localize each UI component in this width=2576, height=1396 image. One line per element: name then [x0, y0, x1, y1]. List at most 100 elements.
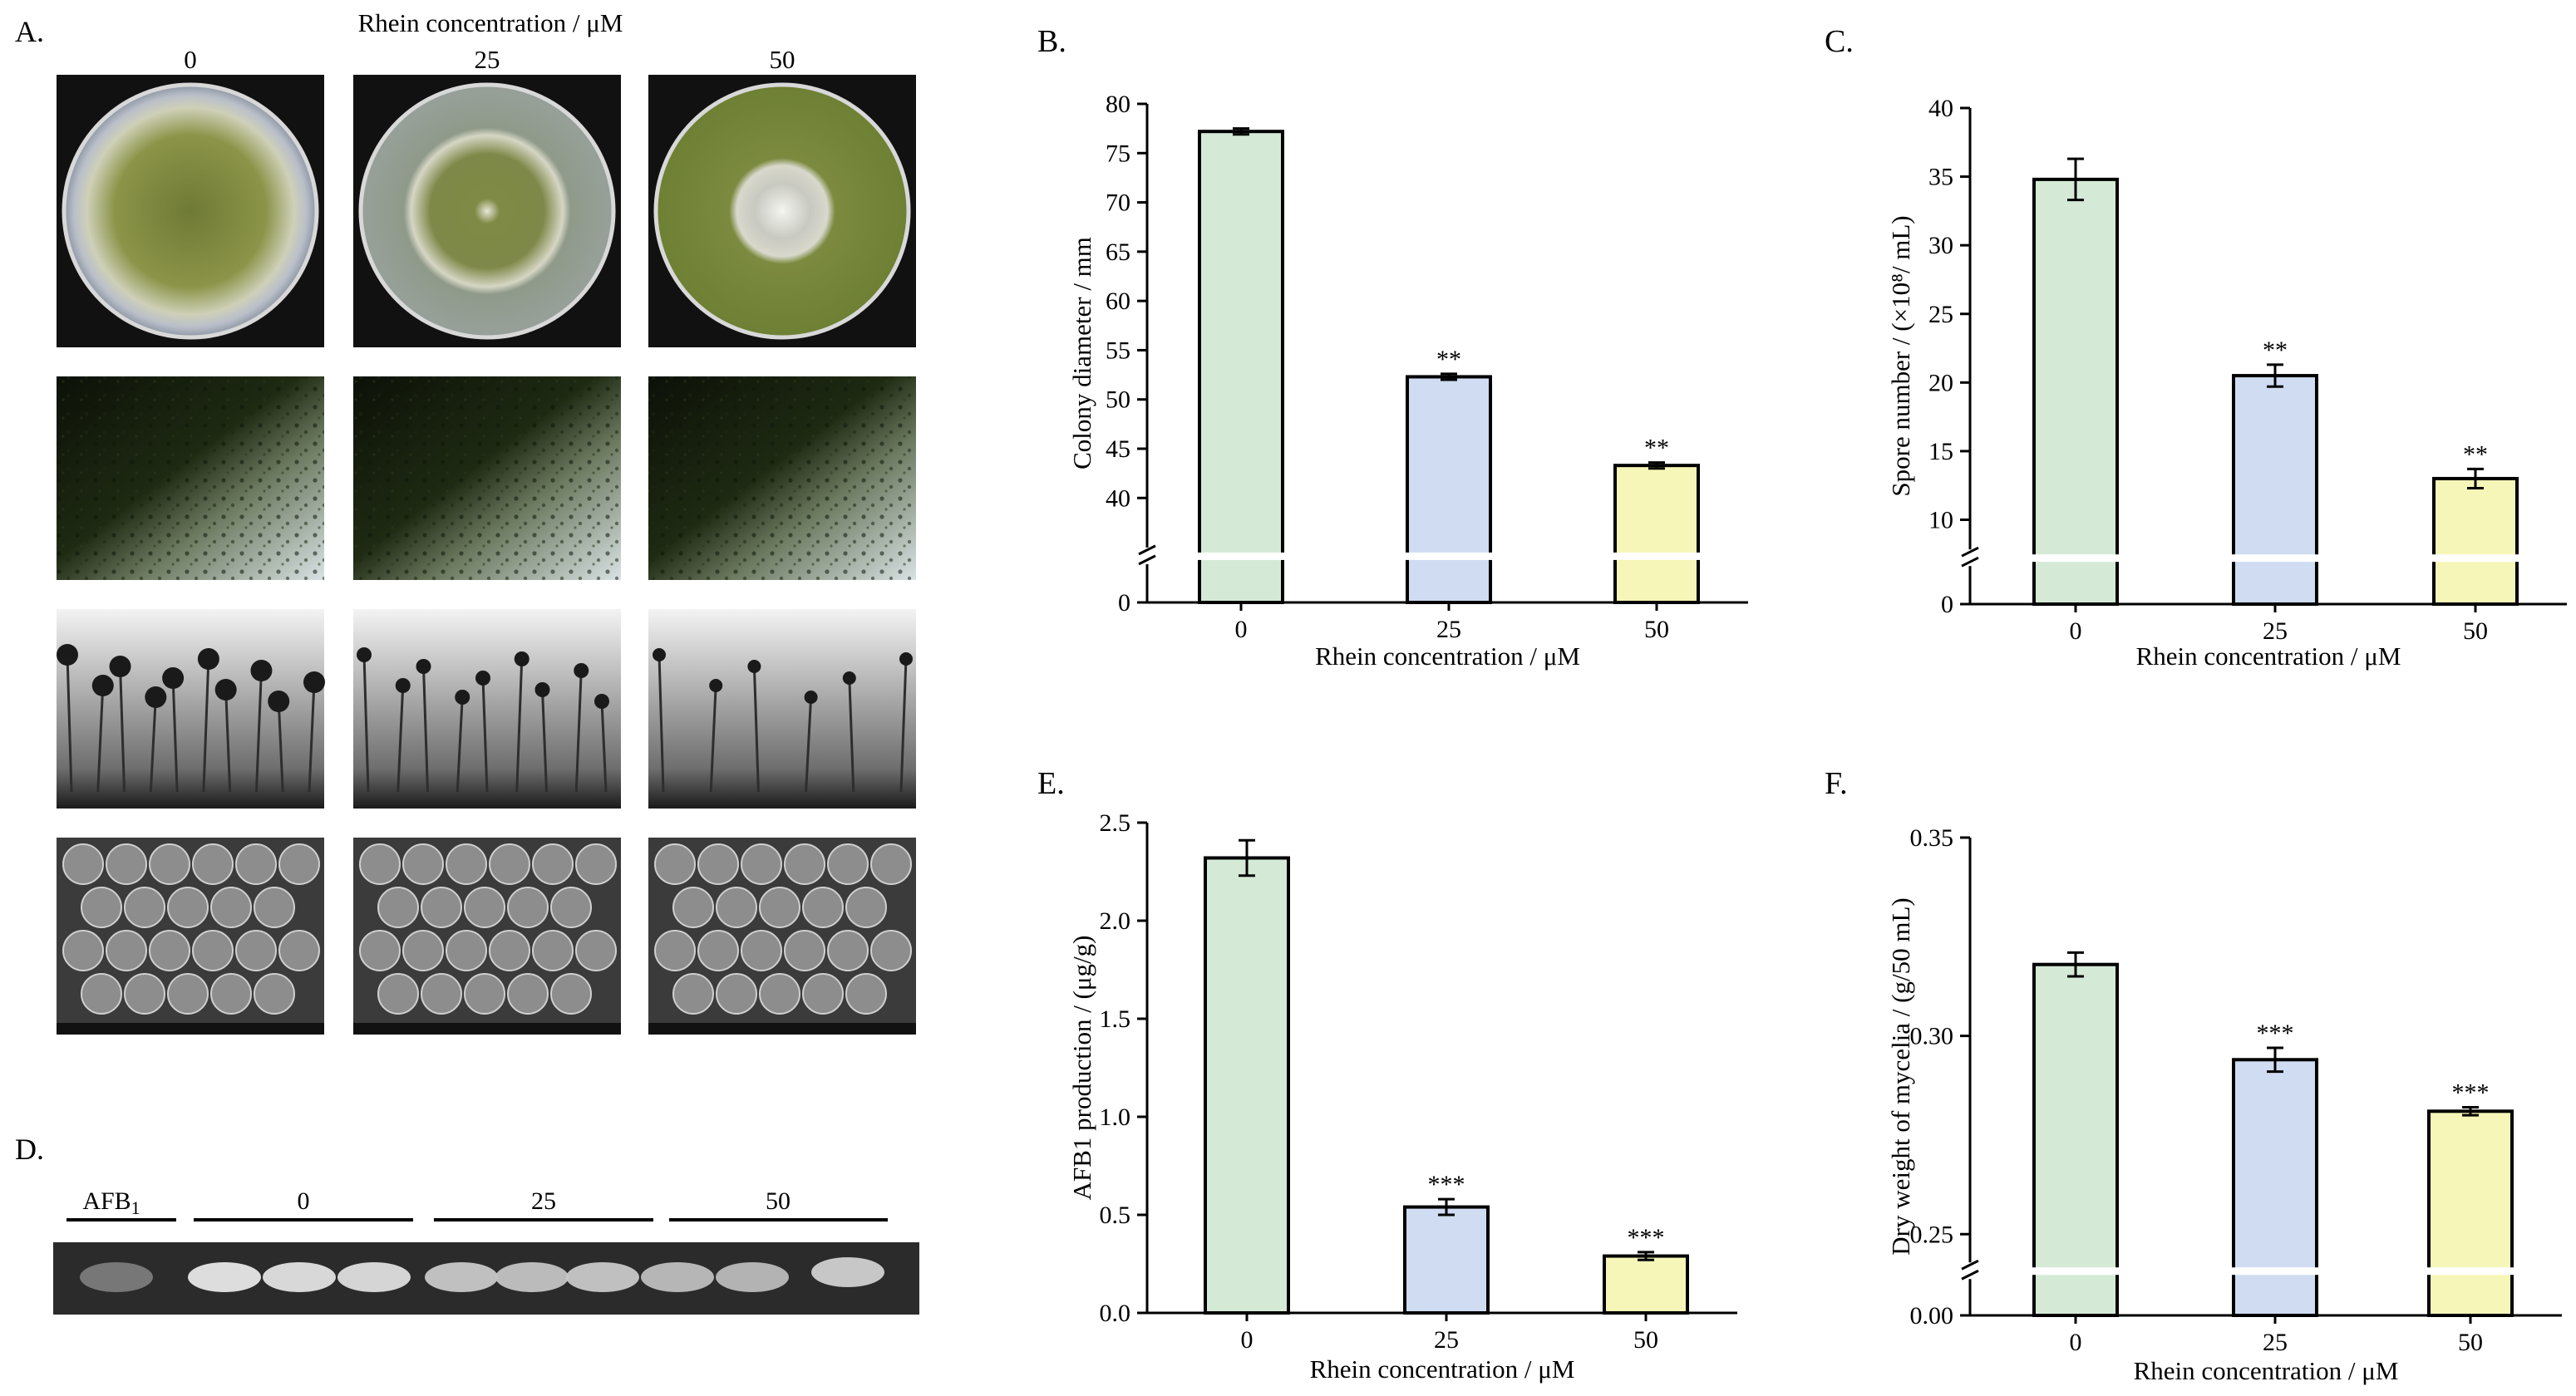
y-tick-label: 0.30	[1910, 1023, 1954, 1050]
conidiophore-head	[91, 675, 114, 696]
significance-label: ***	[2257, 1020, 2294, 1047]
conidiophore-stalk	[456, 696, 464, 793]
conidiophore-stalk	[541, 689, 548, 793]
axis-break-mark	[1961, 1259, 1979, 1271]
conidiophore-stalk	[202, 658, 210, 793]
conidiophore-stalk	[574, 670, 583, 793]
spore	[532, 843, 574, 885]
x-axis-label: Rhein concentration / μM	[1315, 641, 1580, 671]
y-axis-label: Colony diameter / mm	[1067, 237, 1096, 469]
spore	[697, 843, 739, 885]
conidiophore-stalk	[600, 700, 608, 793]
bar-break-gap	[1405, 552, 1493, 560]
conidiophore-head	[214, 679, 237, 700]
x-axis-label: Rhein concentration / μM	[2134, 1356, 2399, 1385]
x-tick-label: 0	[2070, 617, 2082, 645]
spore	[149, 843, 190, 885]
spore	[784, 930, 825, 971]
y-axis-label: AFB1 production / (μg/g)	[1067, 936, 1096, 1201]
spore	[81, 887, 122, 928]
y-tick-label: 2.5	[1100, 809, 1131, 837]
spore	[827, 843, 869, 885]
y-tick-label: 0.0	[1100, 1300, 1131, 1327]
spore	[759, 887, 800, 928]
spore	[845, 887, 887, 928]
chart-panel-label: F.	[1825, 766, 1848, 801]
y-tick-label: 1.0	[1100, 1104, 1131, 1131]
lane-label-afb1: AFB1	[82, 1187, 140, 1218]
y-tick-label: 40	[1928, 95, 1953, 122]
bar-break-gap	[2032, 554, 2120, 563]
conidiophore-head	[653, 648, 666, 661]
y-axis-label: Spore number / (×10⁸/ mL)	[1886, 215, 1915, 496]
conidiophore-head	[899, 652, 913, 666]
spore	[192, 843, 234, 885]
axis-break-mark	[1138, 554, 1156, 566]
conidiophore-head	[162, 667, 185, 689]
spore	[575, 843, 617, 885]
x-tick-label: 25	[1436, 616, 1461, 643]
conidiophore-head	[709, 679, 723, 692]
tlc-band	[263, 1262, 336, 1292]
conidiophore-stalk	[752, 666, 760, 793]
bar-break-gap	[2426, 1267, 2514, 1276]
conidiophore-stalk	[66, 654, 73, 793]
lane-label: 0	[298, 1187, 310, 1215]
y-tick-label: 50	[1106, 386, 1130, 414]
conidiophore-head	[514, 651, 529, 666]
bar	[1198, 130, 1284, 604]
x-tick-label: 50	[1633, 1326, 1658, 1354]
y-tick-label: 0.25	[1910, 1221, 1954, 1248]
x-tick-label: 25	[2263, 1329, 2288, 1356]
petri-dish	[62, 82, 319, 340]
significance-label: **	[2463, 440, 2488, 468]
y-tick-label: 2.0	[1100, 907, 1131, 935]
spore	[167, 887, 209, 928]
conidiophore-head	[804, 691, 818, 704]
conidiophore-head	[455, 690, 470, 705]
bar-break-gap	[2231, 554, 2319, 563]
x-axis-label: Rhein concentration / μM	[2136, 641, 2401, 671]
panel-d-label: D.	[15, 1133, 44, 1166]
spore	[672, 887, 714, 928]
chart-b: B. 0 40 45 50 55 60 65 70 75 80 0 ** 25 ** 50 Rhein conc…	[1037, 24, 1748, 671]
y-tick-label: 20	[1928, 369, 1953, 396]
significance-label: ***	[1628, 1224, 1665, 1251]
tlc-band	[716, 1262, 789, 1292]
spore	[106, 930, 147, 971]
y-tick-label: 1.5	[1100, 1005, 1131, 1033]
spore	[575, 930, 617, 971]
spore	[716, 887, 757, 928]
y-tick-label: 65	[1106, 238, 1130, 266]
conidiophore-head	[357, 647, 372, 662]
conidiophore-head	[57, 644, 78, 666]
tlc-band	[641, 1262, 714, 1292]
conidiophore-head	[145, 686, 167, 708]
spore	[845, 973, 887, 1015]
conidiophore-head	[594, 694, 609, 709]
spore	[446, 843, 487, 885]
panel-a-column-label: 0	[184, 45, 197, 74]
bar	[1204, 856, 1290, 1315]
significance-label: ***	[1428, 1171, 1465, 1198]
y-tick-label: 0.5	[1100, 1202, 1131, 1229]
lane-label: 50	[766, 1187, 791, 1215]
petri-dish	[653, 82, 911, 340]
spore	[359, 930, 401, 971]
spore	[741, 930, 782, 971]
x-tick-label: 0	[1241, 1326, 1254, 1354]
y-tick-label: 0.35	[1910, 824, 1954, 852]
lane-label-subscript: 1	[131, 1197, 140, 1218]
conidiophore-head	[303, 671, 325, 693]
x-tick-label: 0	[2070, 1329, 2082, 1356]
panel-a: A. Rhein concentration / μM 0 25 50	[15, 8, 916, 1035]
significance-label: **	[1644, 435, 1669, 462]
significance-label: **	[1436, 346, 1461, 373]
spore	[802, 887, 844, 928]
spore	[62, 843, 104, 885]
conidiophore-stalk	[709, 685, 717, 793]
x-tick-label: 25	[2263, 617, 2288, 645]
conidiophore-stalk	[899, 658, 908, 793]
conidiophore-stalk	[308, 681, 316, 793]
